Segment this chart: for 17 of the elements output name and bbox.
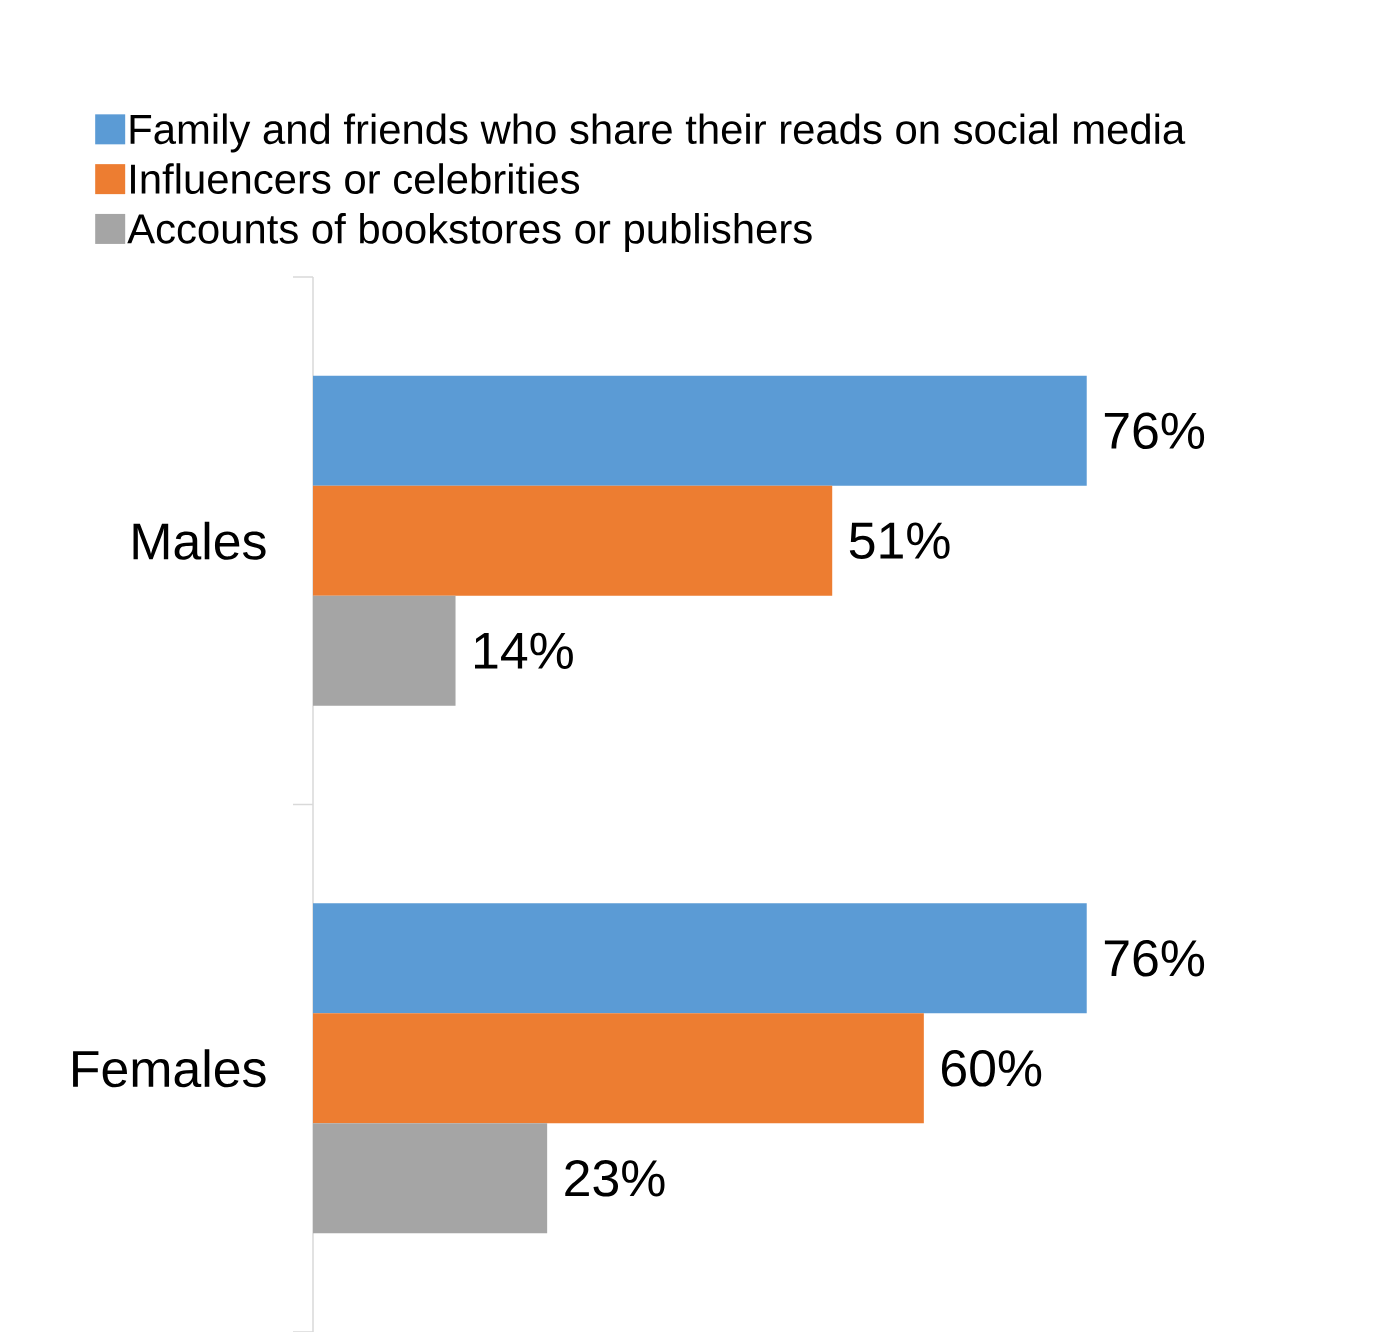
bar [313,903,1087,1014]
legend-label: Influencers or celebrities [131,163,580,194]
legend-label: Family and friends who share their reads on social media [130,113,1186,153]
y-tick-label: Females [73,1049,266,1088]
data-label: 51% [849,522,950,559]
bar [313,1123,548,1234]
y-tick-label: Males [133,521,266,560]
bar [313,1013,924,1124]
bar [313,595,456,706]
data-label: 60% [941,1049,1042,1087]
data-label: 23% [565,1159,665,1197]
legend-label: Accounts of bookstores or publishers [127,213,812,253]
bar [313,375,1087,486]
data-label: 76% [1104,939,1205,977]
data-label: 76% [1104,412,1205,450]
bar [313,485,833,596]
data-label: 14% [475,632,573,669]
